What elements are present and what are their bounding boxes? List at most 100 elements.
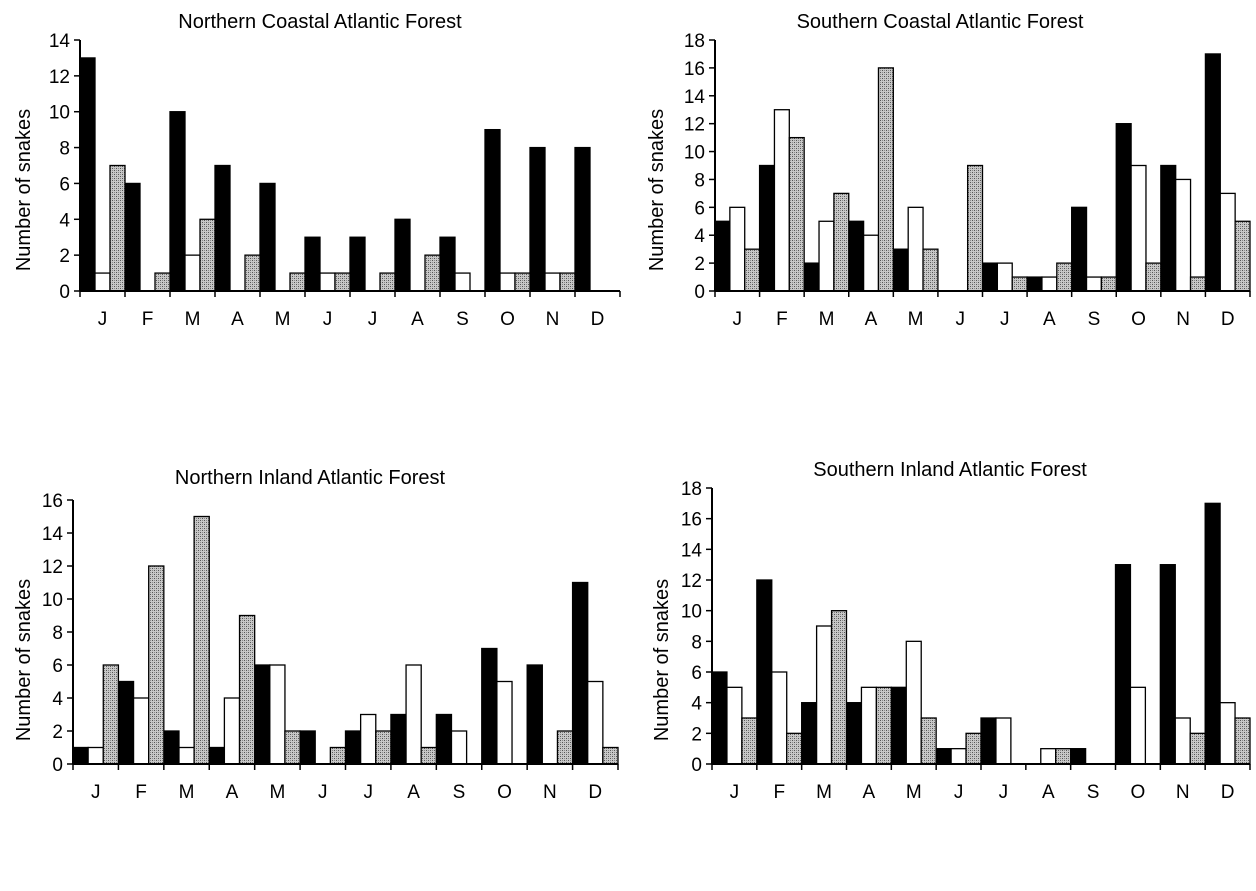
- y-tick-label: 14: [49, 31, 71, 52]
- y-tick-label: 14: [42, 524, 64, 545]
- bar-S-series-1: [1071, 206, 1088, 292]
- bar-S-series-1: [439, 236, 456, 292]
- bar-J-series-3: [1011, 276, 1028, 292]
- bar-D-series-1: [1204, 53, 1221, 292]
- bar-S-series-3: [1100, 276, 1117, 292]
- bar-F-series-1: [756, 579, 773, 765]
- bar-O-series-2: [1130, 164, 1147, 292]
- bar-M-series-3: [920, 717, 937, 765]
- y-tick-label: 0: [691, 755, 702, 776]
- x-tick-label-J: J: [730, 782, 740, 803]
- bar-J-series-3: [744, 248, 761, 292]
- x-tick-label-O: O: [1131, 309, 1146, 330]
- bar-J-series-1: [981, 262, 999, 292]
- x-tick-label-A: A: [226, 782, 239, 803]
- x-tick-label-M: M: [179, 782, 195, 803]
- bar-J-series-3: [109, 164, 126, 292]
- bar-J-series-3: [741, 717, 758, 765]
- x-tick-label-O: O: [497, 782, 512, 803]
- bar-N-series-1: [1160, 164, 1177, 292]
- x-tick-label-O: O: [500, 309, 515, 330]
- bar-M-series-3: [830, 610, 848, 765]
- bar-A-series-3: [420, 746, 437, 765]
- x-tick-label-N: N: [543, 782, 557, 803]
- chart-title: Southern Coastal Atlantic Forest: [797, 11, 1084, 33]
- y-tick-label: 18: [681, 479, 702, 500]
- panel-northern-inland: Northern Inland Atlantic Forest Number o…: [13, 467, 446, 741]
- y-tick-label: 14: [681, 540, 703, 561]
- bar-M-series-2: [178, 746, 195, 765]
- bar-F-series-2: [132, 697, 150, 765]
- bar-A-series-3: [244, 254, 261, 292]
- bar-M-series-1: [163, 730, 180, 765]
- bar-M-series-2: [815, 625, 833, 765]
- y-tick-label: 10: [681, 602, 702, 623]
- y-tick-label: 10: [49, 103, 70, 124]
- chart-title: Southern Inland Atlantic Forest: [813, 459, 1087, 481]
- bar-A-series-2: [405, 664, 422, 765]
- y-tick-label: 4: [59, 210, 70, 231]
- x-tick-label-S: S: [453, 782, 466, 803]
- bar-N-series-1: [529, 146, 546, 292]
- y-tick-label: 2: [59, 246, 70, 267]
- bar-D-series-2: [587, 680, 604, 765]
- x-tick-label-A: A: [1043, 309, 1056, 330]
- x-tick-label-N: N: [546, 309, 560, 330]
- chart-panel-1: 0 2 4 6 8 10 12 14 J F M A M J J A S O N D: [49, 31, 621, 330]
- y-tick-label: 0: [52, 755, 63, 776]
- y-tick-label: 8: [59, 139, 70, 160]
- y-tick-label: 8: [52, 623, 63, 644]
- y-tick-label: 6: [694, 198, 705, 219]
- bar-J-series-3: [965, 732, 982, 765]
- y-tick-label: 16: [42, 491, 63, 512]
- bar-J-series-3: [379, 272, 396, 292]
- bar-A-series-1: [208, 746, 226, 765]
- bar-S-series-2: [454, 272, 471, 292]
- bar-M-series-1: [254, 664, 271, 765]
- chart-panel-3: 0 2 4 6 8 10 12 14 16 J F M A M J J A S O N D: [42, 491, 619, 803]
- y-tick-label: 4: [52, 689, 63, 710]
- bar-M-series-3: [284, 730, 301, 765]
- y-tick-label: 0: [59, 282, 70, 303]
- x-tick-label-M: M: [906, 782, 922, 803]
- bar-M-series-1: [892, 248, 909, 292]
- bar-O-series-1: [481, 647, 498, 765]
- y-tick-label: 2: [52, 722, 63, 743]
- x-tick-label-D: D: [588, 782, 602, 803]
- bar-N-series-1: [526, 664, 543, 765]
- bar-J-series-1: [714, 220, 731, 292]
- x-tick-label-M: M: [275, 309, 291, 330]
- y-tick-label: 8: [694, 170, 705, 191]
- y-tick-label: 10: [42, 590, 63, 611]
- bar-D-series-1: [574, 146, 591, 292]
- y-tick-label: 14: [684, 87, 706, 108]
- y-axis-label: Number of snakes: [651, 579, 673, 741]
- x-tick-label-A: A: [1042, 782, 1055, 803]
- x-tick-label-J: J: [91, 782, 101, 803]
- bar-J-series-3: [334, 272, 351, 292]
- bar-F-series-3: [154, 272, 171, 292]
- x-tick-label-A: A: [865, 309, 878, 330]
- bar-J-series-2: [996, 262, 1013, 292]
- bar-A-series-1: [394, 218, 411, 292]
- bar-M-series-3: [199, 218, 216, 292]
- y-tick-label: 6: [691, 663, 702, 684]
- bar-N-series-3: [559, 272, 576, 292]
- y-tick-label: 16: [681, 510, 702, 531]
- bar-F-series-3: [786, 732, 803, 765]
- bar-J-series-2: [729, 206, 746, 292]
- bar-J-series-2: [359, 713, 377, 765]
- y-tick-label: 6: [52, 656, 63, 677]
- bar-F-series-2: [771, 671, 788, 765]
- bar-J-series-1: [304, 236, 321, 292]
- x-tick-label-A: A: [407, 782, 420, 803]
- y-tick-label: 18: [684, 31, 705, 52]
- x-tick-label-J: J: [954, 782, 964, 803]
- y-tick-label: 8: [691, 632, 702, 653]
- bar-J-series-1: [299, 730, 316, 765]
- x-tick-label-M: M: [908, 309, 924, 330]
- bar-N-series-2: [1175, 178, 1192, 292]
- bar-A-series-1: [845, 702, 863, 765]
- chart-panel-2: 0 2 4 6 8 10 12 14 16 18 J F M A M J J A S O N D: [684, 31, 1251, 330]
